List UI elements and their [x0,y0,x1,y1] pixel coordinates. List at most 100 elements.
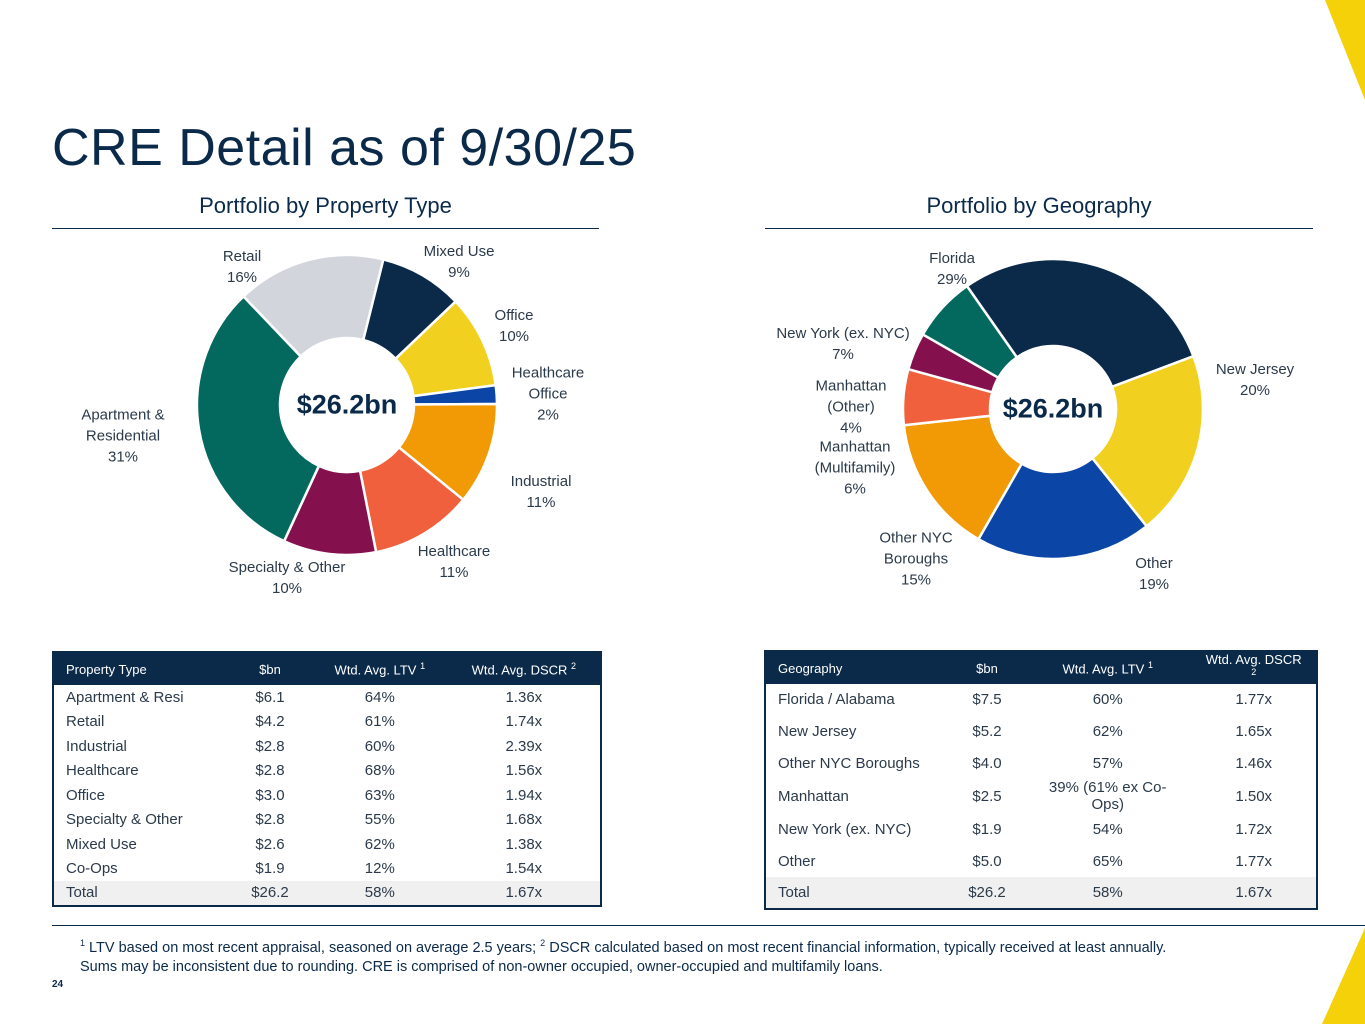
header-property-type: Property Type [53,652,228,685]
table-cell: 54% [1092,820,1123,838]
slice-label: Other 19% [1135,553,1173,595]
table-cell: 1.77x [1235,691,1273,709]
slice-label-line: 7% [832,346,854,363]
slice-label-line: Mixed Use [423,243,495,260]
slice-label-line: Boroughs [883,550,949,568]
table-cell: Apartment & Resi [66,688,184,706]
slice-label-line: Retail [222,248,262,265]
slice-label: Retail 16% [223,246,261,288]
header-dscr: Wtd. Avg. DSCR 2 [447,652,601,685]
table-cell: 62% [364,835,395,853]
slice-label: Specialty & Other 10% [229,557,346,599]
table-cell: $7.5 [972,691,1002,709]
table-cell: 1.50x [1235,787,1273,805]
table-row: Other NYC Boroughs $4.0 57% 1.46x [765,748,1317,780]
geography-table: Geography $bn Wtd. Avg. LTV 1 Wtd. Avg. … [764,650,1318,910]
slice-label: Mixed Use 9% [424,241,495,283]
table-cell: 1.38x [505,835,543,853]
table-cell: $1.9 [255,860,285,878]
table-cell: Florida / Alabama [778,691,895,709]
corner-accent-top [1325,0,1365,100]
total-cell: 58% [312,881,448,906]
total-cell: 1.67x [1191,876,1317,909]
table-cell: 39% (61% ex Co-Ops) [1048,779,1167,814]
slice-label-line: Office [528,385,568,403]
table-cell: 1.36x [505,688,543,706]
table-cell: $2.6 [255,835,285,853]
table-cell: 1.94x [505,786,543,804]
table-cell: $3.0 [255,786,285,804]
geography-title-rule [765,228,1313,229]
slice-label-line: 19% [1138,576,1170,593]
table-cell: Office [66,786,105,804]
header-geography: Geography [765,651,950,684]
slice-label-line: Manhattan [815,377,887,395]
page-title: CRE Detail as of 9/30/25 [52,119,637,177]
table-cell: 55% [364,811,395,829]
table-row: Retail $4.2 61% 1.74x [53,710,601,735]
table-cell: Healthcare [66,762,139,780]
table-row: Specialty & Other $2.8 55% 1.68x [53,808,601,833]
table-row: Other $5.0 65% 1.77x [765,845,1317,877]
footer-rule [52,925,1365,926]
property-chart-title: Portfolio by Property Type [199,193,452,218]
table-cell: 1.74x [505,713,543,731]
slice-label-line: New Jersey [1215,361,1295,378]
slice-label-line: 11% [526,494,556,511]
table-cell: 1.65x [1235,723,1273,741]
total-cell: Total [53,881,228,906]
total-row: Total $26.2 58% 1.67x [53,881,601,906]
slice-label: Florida 29% [929,248,975,290]
table-cell: $1.9 [972,820,1002,838]
donut-slice-florida [965,257,1196,389]
slice-label: Healthcare 11% [418,541,491,583]
table-cell: 1.72x [1235,820,1273,838]
table-row: Manhattan $2.5 39% (61% ex Co-Ops) 1.50x [765,779,1317,813]
table-cell: 60% [364,737,395,755]
table-cell: 60% [1092,691,1123,709]
donut-charts [195,253,1205,561]
donut-center-total: $26.2bn [1002,393,1104,424]
slice-label-line: Healthcare [511,364,585,382]
total-cell: $26.2 [950,876,1024,909]
table-cell: 62% [1092,723,1123,741]
slice-label: Other NYC Boroughs 15% [879,528,952,591]
table-cell: 2.39x [505,737,543,755]
slice-label-line: 16% [226,269,258,286]
page-number: 24 [52,979,64,990]
slice-label: Office 10% [495,305,534,347]
table-row: Mixed Use $2.6 62% 1.38x [53,832,601,857]
table-cell: New Jersey [778,723,857,741]
table-row: Apartment & Resi $6.1 64% 1.36x [53,685,601,710]
table-cell: 1.56x [505,762,543,780]
table-row: Healthcare $2.8 68% 1.56x [53,759,601,784]
slice-label-line: 2% [537,406,559,424]
header-ltv: Wtd. Avg. LTV 1 [312,652,448,685]
table-cell: Industrial [66,737,127,755]
donut-slice-other [976,456,1149,561]
table-cell: $2.8 [255,811,285,829]
slice-label-line: 29% [936,271,968,288]
slice-label-line: 9% [448,264,470,281]
table-cell: 1.46x [1235,754,1273,772]
header-dscr: Wtd. Avg. DSCR 2 [1191,651,1317,684]
table-row: Florida / Alabama $7.5 60% 1.77x [765,684,1317,716]
slice-label: Manhattan (Multifamily) 6% [815,437,896,500]
geography-chart-title: Portfolio by Geography [926,193,1152,218]
slice-label-line: (Multifamily) [814,459,896,477]
table-cell: 57% [1092,754,1123,772]
table-cell: 68% [364,762,395,780]
slice-label: Industrial 11% [511,471,572,513]
slice-label: Manhattan (Other) 4% [816,376,887,439]
property-type-table: Property Type $bn Wtd. Avg. LTV 1 Wtd. A… [52,651,602,907]
table-cell: Co-Ops [66,860,118,878]
slice-label-line: 6% [844,480,866,498]
slice-label-line: 31% [107,448,139,466]
header-bn: $bn [228,652,312,685]
table-cell: 64% [364,688,395,706]
slice-label-line: New York (ex. NYC) [776,325,910,342]
table-cell: 1.54x [505,860,543,878]
slice-label-line: Florida [929,250,975,267]
slice-label-line: Other [1135,555,1173,572]
table-cell: $2.5 [972,787,1002,805]
